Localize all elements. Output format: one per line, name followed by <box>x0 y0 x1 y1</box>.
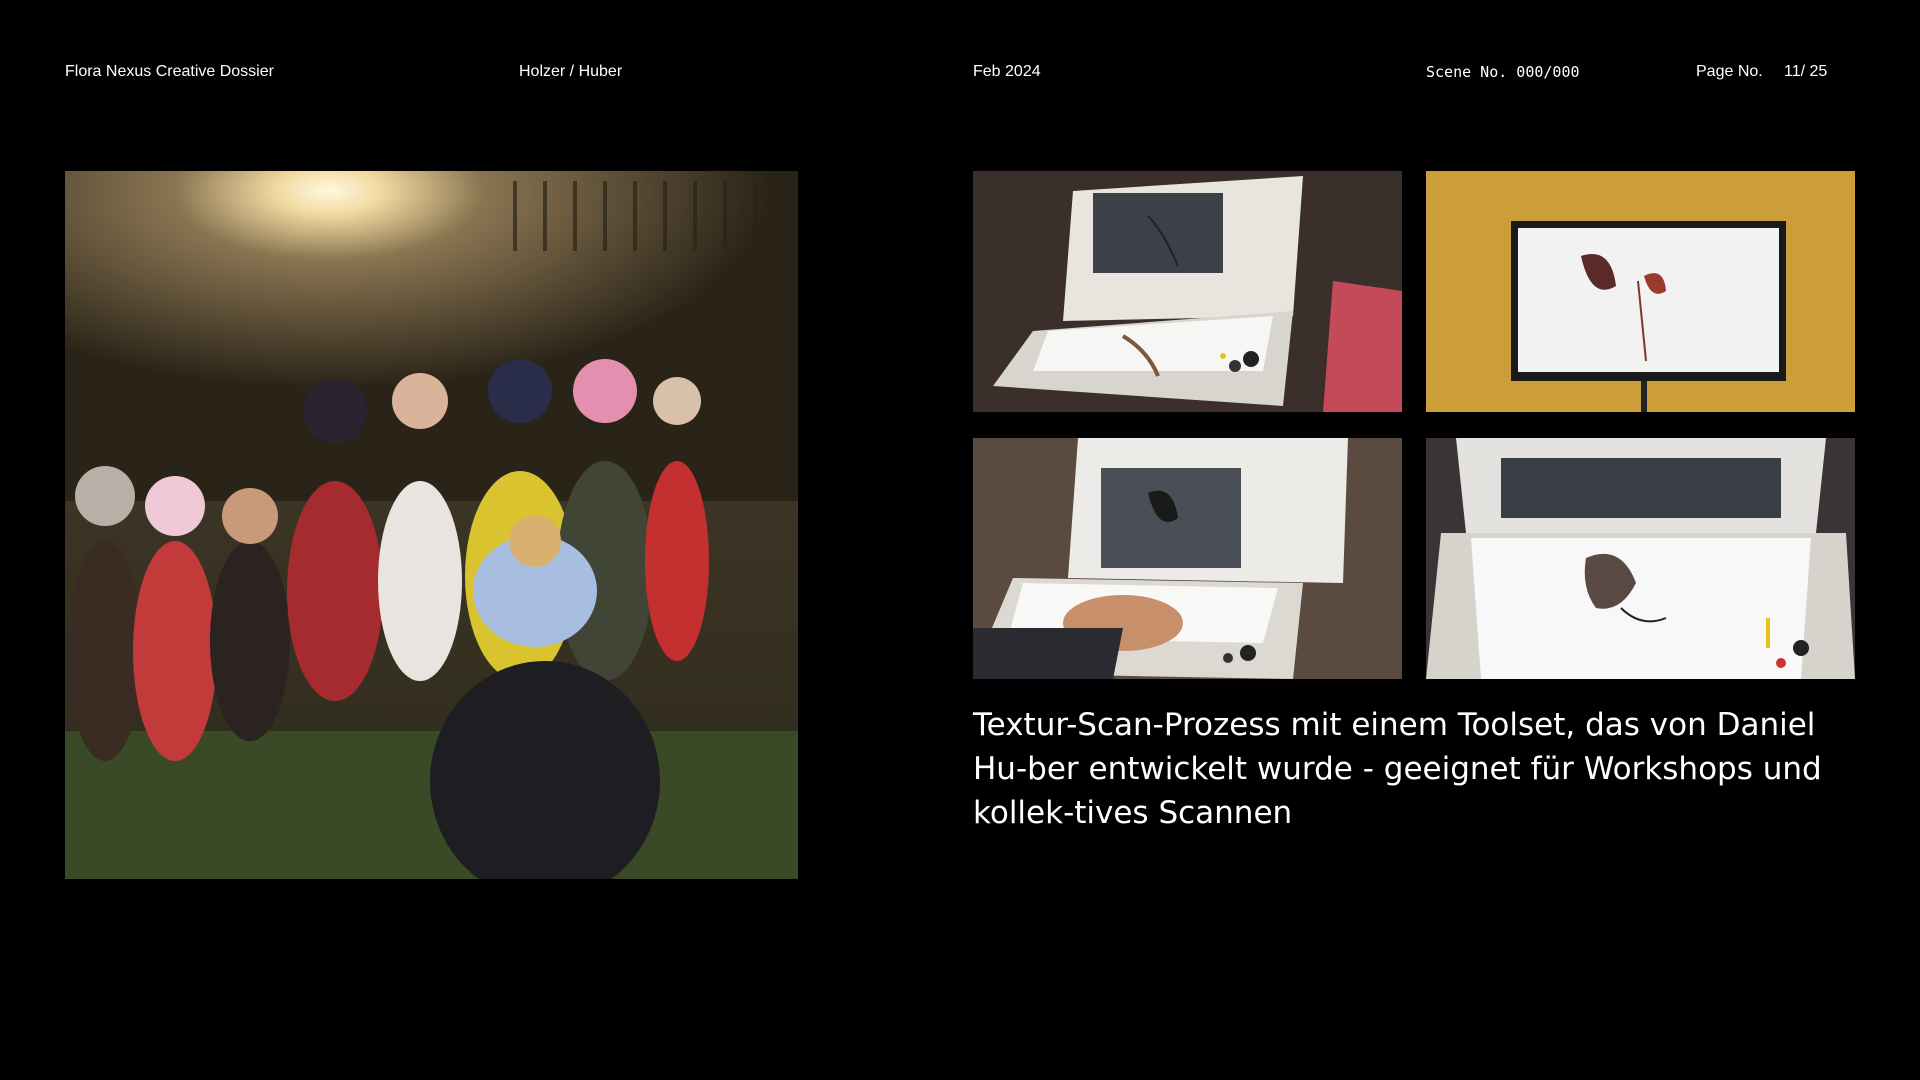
date: Feb 2024 <box>973 63 1041 80</box>
scene-number: Scene No. 000/000 <box>1426 63 1580 81</box>
scanner-stick-photo <box>973 171 1402 412</box>
page-number: 11/ 25 <box>1784 63 1828 80</box>
children-in-park-photo <box>65 171 798 879</box>
scanner-leaf-photo <box>1426 438 1855 679</box>
document-title: Flora Nexus Creative Dossier <box>65 63 274 80</box>
authors: Holzer / Huber <box>519 63 623 80</box>
leaf-monitor-photo <box>1426 171 1855 412</box>
scanner-hand-photo <box>973 438 1402 679</box>
photo-caption: Textur-Scan-Prozess mit einem Toolset, d… <box>973 707 1822 831</box>
page-label: Page No. <box>1696 63 1763 80</box>
